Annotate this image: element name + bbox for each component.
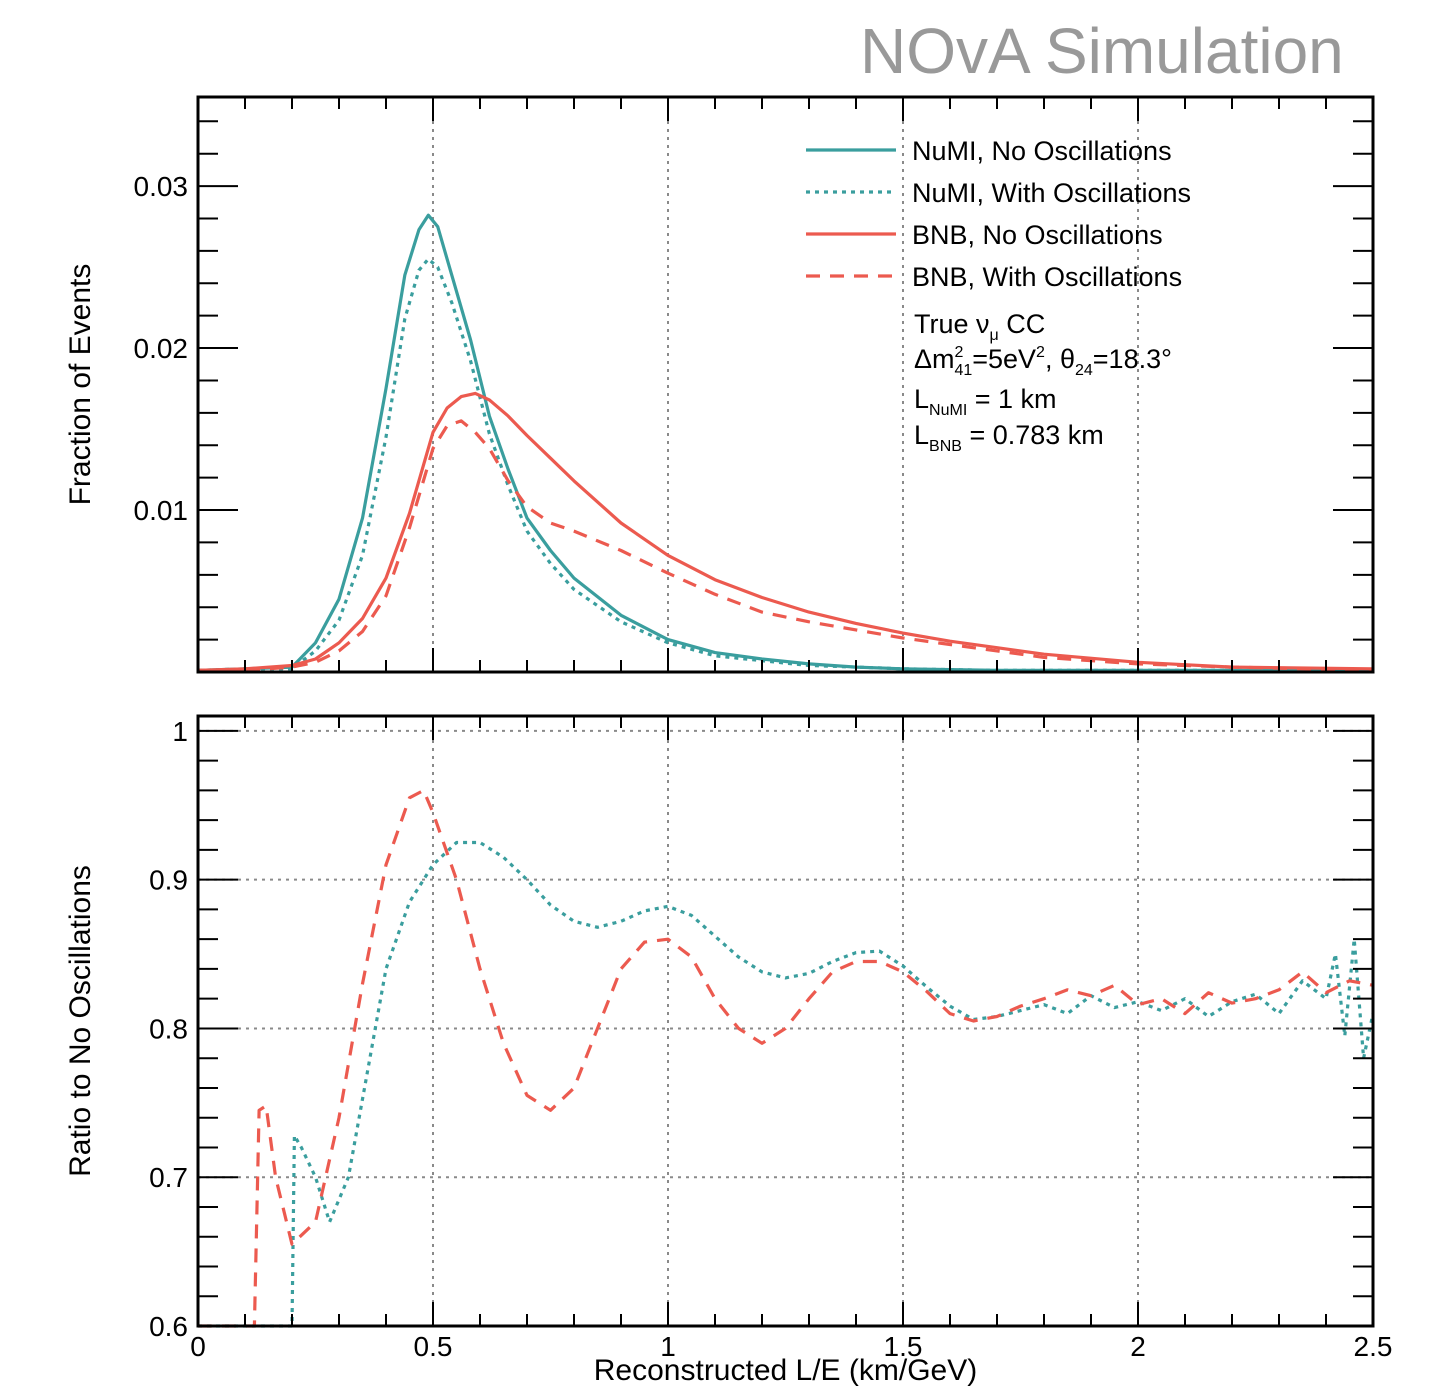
annot-theta-val: =18.3° [1093, 344, 1172, 374]
annot-true: True [914, 309, 976, 339]
lower-grid [198, 716, 1373, 1326]
y-tick-label: 1 [172, 716, 188, 747]
annot-theta: , θ [1045, 344, 1075, 374]
upper-tick-labels: 0.01 0.02 0.03 [134, 171, 189, 526]
annotation-line-3: LNuMI = 1 km [914, 384, 1057, 419]
upper-frame [196, 95, 1375, 674]
annot-l-bnb: L [914, 420, 929, 450]
y-tick-label: 0.02 [134, 333, 189, 364]
y-tick-label: 0.01 [134, 495, 189, 526]
x-tick-label: 2.5 [1354, 1331, 1393, 1362]
upper-series [197, 213, 1374, 672]
annot-dm-sub: 41 [954, 362, 972, 379]
series-line-1 [198, 788, 1374, 1328]
lower-ticks [197, 716, 1374, 1327]
series-line-2 [197, 391, 1374, 672]
annot-dm-sup: 2 [955, 344, 964, 361]
annot-theta-sub: 24 [1075, 362, 1093, 379]
x-tick-label: 0.5 [414, 1331, 453, 1362]
x-tick-label: 0 [190, 1331, 206, 1362]
y-tick-label: 0.7 [149, 1162, 188, 1193]
legend: NuMI, No Oscillations NuMI, With Oscillat… [806, 136, 1191, 292]
annot-l-bnb-sub: BNB [929, 438, 962, 455]
annot-l-bnb-val: = 0.783 km [962, 420, 1104, 450]
annot-l-numi-sub: NuMI [929, 402, 967, 419]
annot-nu: ν [976, 309, 990, 339]
annotation-line-2: Δm2 41=5eV2, θ24=18.3° [914, 344, 1172, 379]
annot-mu: μ [990, 327, 999, 344]
lower-panel: 0.6 0.7 0.8 0.9 1 0 0.5 1 1.5 2 2.5 Ratio to No Os… [64, 714, 1392, 1387]
annot-dm: Δm [914, 344, 955, 374]
watermark: NOvA Simulation [860, 15, 1344, 87]
series-line-1 [197, 257, 1373, 672]
x-tick-label: 1 [660, 1331, 676, 1362]
series-line-3 [198, 419, 1374, 672]
annot-ev-sup: 2 [1036, 344, 1045, 361]
y-tick-label: 0.9 [149, 865, 188, 896]
y-tick-label: 0.6 [149, 1311, 188, 1342]
x-tick-label: 2 [1130, 1331, 1146, 1362]
annot-dm-val: =5eV [972, 344, 1036, 374]
series-line-0 [198, 840, 1375, 1328]
legend-label-0: NuMI, No Oscillations [912, 136, 1172, 166]
annotation-line-1: True νμ CC [914, 309, 1045, 344]
lower-x-axis-label: Reconstructed L/E (km/GeV) [594, 1354, 977, 1387]
legend-label-3: BNB, With Oscillations [912, 262, 1182, 292]
lower-y-axis-label: Ratio to No Oscillations [64, 865, 97, 1177]
upper-panel: 0.01 0.02 0.03 Fraction of Events NuMI, No… [64, 95, 1375, 674]
annotation-block: True νμ CC Δm2 41=5eV2, θ24=18.3° LNuMI =… [914, 309, 1172, 455]
x-tick-label: 1.5 [884, 1331, 923, 1362]
annot-l-numi-val: = 1 km [967, 384, 1056, 414]
lower-frame [196, 714, 1375, 1328]
y-tick-label: 0.8 [149, 1013, 188, 1044]
annot-cc: CC [999, 309, 1046, 339]
legend-label-1: NuMI, With Oscillations [912, 178, 1191, 208]
annot-l-numi: L [914, 384, 929, 414]
series-line-0 [197, 213, 1373, 672]
legend-label-2: BNB, No Oscillations [912, 220, 1163, 250]
upper-ticks [197, 97, 1374, 673]
y-tick-label: 0.03 [134, 171, 189, 202]
upper-y-axis-label: Fraction of Events [64, 264, 97, 506]
annotation-line-4: LBNB = 0.783 km [914, 420, 1104, 455]
lower-tick-labels: 0.6 0.7 0.8 0.9 1 0 0.5 1 1.5 2 2.5 [149, 716, 1392, 1362]
lower-series [198, 788, 1375, 1328]
